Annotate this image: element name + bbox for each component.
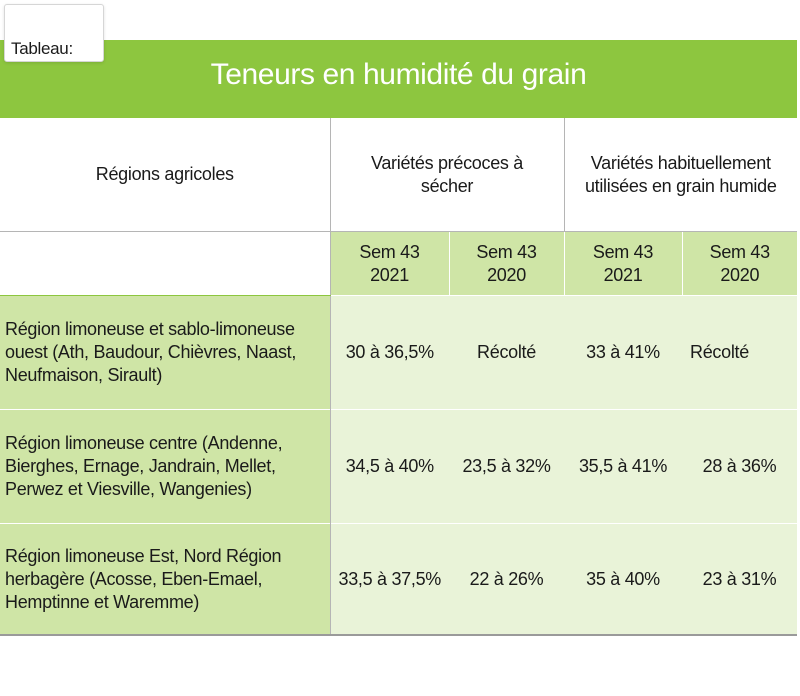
table-title: Teneurs en humidité du grain <box>210 58 587 91</box>
subheader-cell: Sem 43 2021 <box>564 231 683 296</box>
subheader-cell: Sem 43 2020 <box>449 231 565 296</box>
table-row: Région limoneuse Est, Nord Région herbag… <box>0 523 797 636</box>
value-cell: 30 à 36,5% <box>330 295 449 410</box>
value-cell: Récolté <box>449 295 564 410</box>
value-cell: 35,5 à 41% <box>564 409 682 524</box>
subheader-cell: Sem 43 2020 <box>682 231 797 296</box>
table-tag: Tableau: <box>4 4 104 62</box>
region-cell: Région limoneuse centre (Andenne, Biergh… <box>0 409 331 524</box>
value-cell: 22 à 26% <box>449 523 564 636</box>
value-cell: 28 à 36% <box>682 409 797 524</box>
subheader-blank <box>0 231 331 296</box>
subheader-cell: Sem 43 2021 <box>330 231 450 296</box>
value-cell: 35 à 40% <box>564 523 682 636</box>
region-cell: Région limoneuse Est, Nord Région herbag… <box>0 523 331 636</box>
table-row: Région limoneuse et sablo-limoneuse oues… <box>0 295 797 410</box>
header-early-varieties: Variétés précoces à sécher <box>330 118 565 232</box>
subheader-row: Sem 43 2021 Sem 43 2020 Sem 43 2021 Sem … <box>0 231 797 296</box>
value-cell: Récolté <box>682 295 797 410</box>
title-banner: Teneurs en humidité du grain <box>0 40 797 118</box>
value-cell: 33 à 41% <box>564 295 682 410</box>
value-cell: 33,5 à 37,5% <box>330 523 449 636</box>
table-row: Région limoneuse centre (Andenne, Biergh… <box>0 409 797 524</box>
header-usual-varieties: Variétés habituellement utilisées en gra… <box>564 118 797 232</box>
header-early-varieties-text: Variétés précoces à sécher <box>370 152 524 196</box>
subheader-text: Sem 43 2021 <box>592 241 654 285</box>
moisture-table: Régions agricoles Variétés précoces à sé… <box>0 118 797 636</box>
value-cell: 34,5 à 40% <box>330 409 449 524</box>
value-cell: 23 à 31% <box>682 523 797 636</box>
table-tag-label: Tableau: <box>11 39 73 58</box>
header-regions: Régions agricoles <box>0 118 331 232</box>
subheader-text: Sem 43 2020 <box>709 241 771 285</box>
subheader-text: Sem 43 2020 <box>476 241 537 285</box>
header-usual-varieties-text: Variétés habituellement utilisées en gra… <box>584 152 777 196</box>
value-cell: 23,5 à 32% <box>449 409 564 524</box>
region-cell: Région limoneuse et sablo-limoneuse oues… <box>0 295 331 410</box>
header-row: Régions agricoles Variétés précoces à sé… <box>0 118 797 232</box>
subheader-text: Sem 43 2021 <box>359 241 420 285</box>
